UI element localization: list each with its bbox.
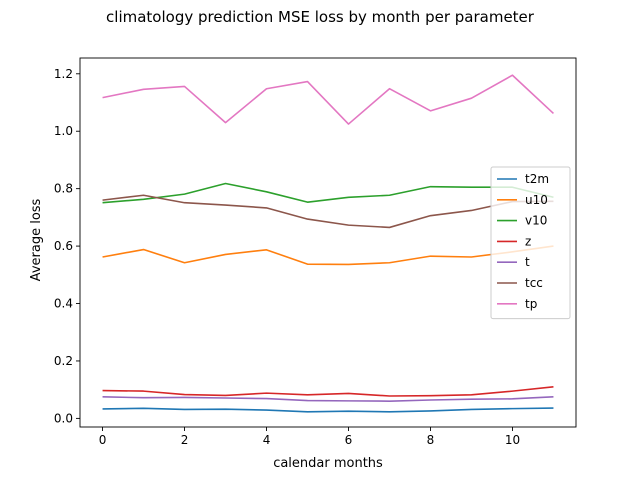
series-line-u10 <box>102 245 554 266</box>
y-tick-label: 0.4 <box>54 297 73 311</box>
legend-label-tcc: tcc <box>525 276 543 290</box>
plot-frame <box>79 57 577 428</box>
legend-label-v10: v10 <box>525 214 547 228</box>
x-tick-label: 0 <box>99 433 107 447</box>
y-tick-label: 1.2 <box>54 67 73 81</box>
y-tick-label: 0.2 <box>54 354 73 368</box>
x-axis-ticks: 0 2 4 6 8 10 <box>99 427 520 447</box>
legend-box <box>490 166 571 320</box>
y-tick-label: 1.0 <box>54 124 73 138</box>
legend-label-u10: u10 <box>525 193 548 207</box>
x-axis-label: calendar months <box>273 456 383 471</box>
y-axis-ticks: 0.0 0.2 0.4 0.6 0.8 1.0 1.2 <box>54 67 80 425</box>
x-tick-label: 4 <box>263 433 271 447</box>
series-line-tcc <box>102 194 554 229</box>
series-line-z <box>102 386 554 397</box>
y-tick-label: 0.0 <box>54 411 73 425</box>
series-line-t2m <box>102 407 554 413</box>
chart-title: climatology prediction MSE loss by month… <box>106 8 535 26</box>
x-tick-label: 10 <box>505 433 520 447</box>
legend: t2m u10 v10 zt tcc tp <box>490 166 571 320</box>
series-line-t <box>102 396 554 402</box>
series-line-tp <box>102 74 554 125</box>
legend-label-z: z <box>525 234 531 248</box>
legend-label-t: t <box>525 255 530 269</box>
x-tick-label: 2 <box>181 433 189 447</box>
x-tick-label: 8 <box>427 433 435 447</box>
x-tick-label: 6 <box>345 433 353 447</box>
series-line-v10 <box>102 182 554 204</box>
legend-label-tp: tp <box>525 297 537 311</box>
plot-lines <box>102 74 554 413</box>
y-tick-label: 0.6 <box>54 239 73 253</box>
y-axis-label: Average loss <box>29 198 44 281</box>
legend-label-t2m: t2m <box>525 172 549 186</box>
y-tick-label: 0.8 <box>54 182 73 196</box>
